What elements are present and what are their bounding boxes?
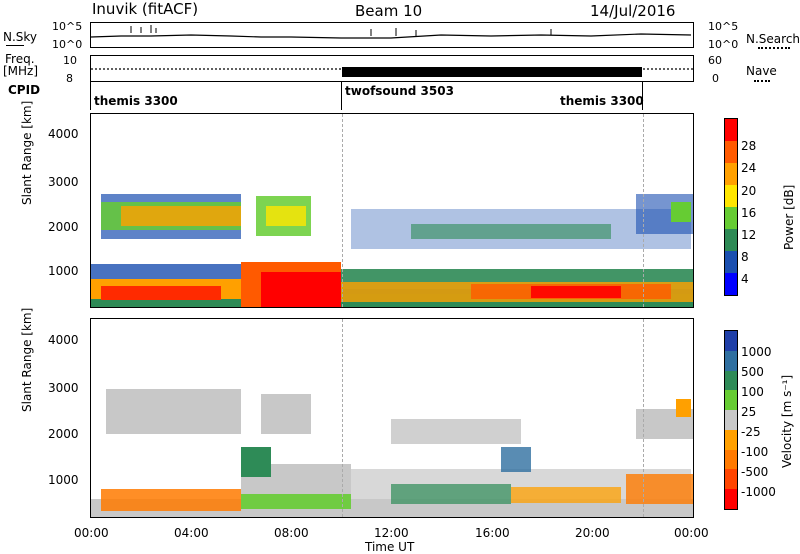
velocity-panel [90,318,694,518]
xlabel: Time UT [365,540,415,554]
beam-title: Beam 10 [355,2,423,20]
power-cb-tick-12: 12 [741,228,757,242]
vel-cb-tick-1000: 1000 [741,345,772,359]
vel-cb-tick-100: 100 [741,385,764,399]
velocity-colorbar-label: Velocity [m s⁻¹] [780,374,794,468]
cpid-segment-1: themis 3300 [94,94,178,108]
nsearch-legend-line [758,47,790,49]
power-heatmap [91,194,693,307]
power-cb-tick-24: 24 [741,161,757,175]
power-ylabel: Slant Range [km] [20,100,34,205]
cpid-panel: themis 3300 twofsound 3503 themis 3300 [90,82,694,110]
power-colorbar [724,118,738,296]
power-cb-tick-20: 20 [741,184,757,198]
power-cb-tick-8: 8 [741,250,749,264]
vel-cb-tick-neg100: -100 [741,445,769,459]
xtick-1200: 12:00 [374,526,409,540]
vel-cb-tick-neg25: -25 [741,425,761,439]
nave-tick-high: 60 [708,54,722,67]
xtick-2000: 20:00 [575,526,610,540]
vel-cb-tick-neg500: -500 [741,465,769,479]
power-cb-tick-28: 28 [741,139,757,153]
cpid-segment-3: themis 3300 [560,94,644,108]
cpid-segment-2: twofsound 3503 [345,84,454,98]
nsearch-label: N.Search [746,32,800,46]
vel-ytick-1000: 1000 [48,473,79,487]
nsearch-tick-high: 10^5 [708,20,739,33]
cpid-label: CPID [8,83,41,97]
velocity-heatmap [91,389,693,517]
nsky-label: N.Sky [3,30,38,44]
velocity-colorbar [724,330,738,510]
power-ytick-1000: 1000 [48,264,79,278]
freq-tick-high: 10 [63,54,77,67]
xtick-2400: 00:00 [674,526,709,540]
vel-cb-tick-neg1000: -1000 [741,485,776,499]
vel-ytick-4000: 4000 [48,333,79,347]
xtick-0800: 08:00 [274,526,309,540]
vel-ylabel: Slant Range [km] [20,307,34,412]
xtick-0400: 04:00 [174,526,209,540]
vel-ytick-3000: 3000 [48,381,79,395]
power-ytick-4000: 4000 [48,127,79,141]
freq-label-1: Freq. [5,52,35,66]
nsky-panel [90,22,694,48]
xtick-0000: 00:00 [74,526,109,540]
power-panel [90,113,694,308]
power-cb-tick-4: 4 [741,272,749,286]
freq-tick-low: 8 [66,72,73,85]
station-title: Inuvik (fitACF) [92,0,199,18]
nsky-legend-line [6,45,24,46]
freq-label-2: [MHz] [3,64,39,78]
power-ytick-3000: 3000 [48,175,79,189]
nave-tick-low: 0 [712,72,719,85]
nsky-tick-high: 10^5 [52,20,83,33]
nsky-tick-low: 10^0 [52,38,83,51]
vel-cb-tick-25: 25 [741,405,757,419]
nsky-trace [90,25,692,39]
freq-panel [90,55,694,82]
nsearch-tick-low: 10^0 [708,38,739,51]
date-title: 14/Jul/2016 [590,2,676,20]
power-ytick-2000: 2000 [48,220,79,234]
nave-legend-line [754,80,770,82]
xtick-1600: 16:00 [475,526,510,540]
power-cb-tick-16: 16 [741,206,757,220]
nave-label: Nave [746,64,777,78]
power-colorbar-label: Power [dB] [782,184,796,250]
vel-cb-tick-500: 500 [741,365,764,379]
freq-trace [91,67,693,77]
vel-ytick-2000: 2000 [48,427,79,441]
